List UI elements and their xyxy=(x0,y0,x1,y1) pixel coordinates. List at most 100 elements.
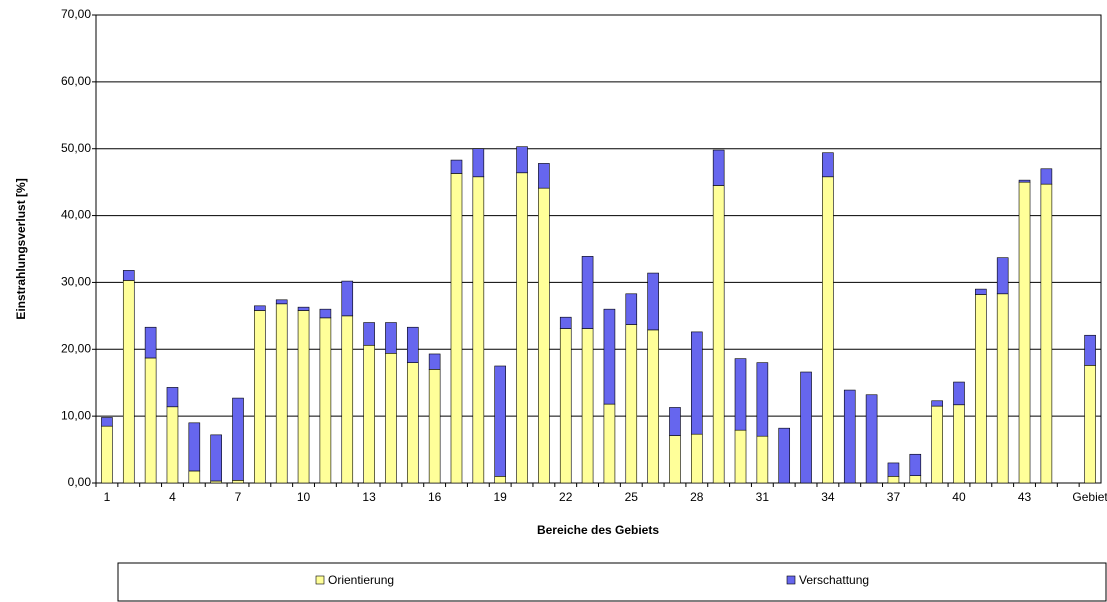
y-tick-label: 60,00 xyxy=(61,74,91,88)
bar-segment xyxy=(1040,168,1053,185)
bar-segment xyxy=(406,326,419,363)
bar-segment xyxy=(341,280,354,317)
y-tick-label: 0,00 xyxy=(68,475,92,489)
bar-segment xyxy=(494,365,506,477)
bar-segment xyxy=(363,344,375,484)
x-tick-label: 1 xyxy=(104,490,111,504)
plot-border xyxy=(95,14,1102,484)
bar-segment xyxy=(385,322,397,354)
bar-segment xyxy=(625,293,638,325)
x-tick-label: 28 xyxy=(690,490,704,504)
bar-segment xyxy=(1084,365,1096,484)
bar-segment xyxy=(406,362,419,484)
bar-segment xyxy=(1018,179,1031,183)
bar-segment xyxy=(887,476,900,484)
x-tick-label: 40 xyxy=(952,490,966,504)
y-tick-label: 10,00 xyxy=(61,408,91,422)
legend-label: Verschattung xyxy=(799,573,869,587)
bar-segment xyxy=(450,159,463,174)
bar-segment xyxy=(734,358,747,431)
bar-segment xyxy=(166,387,179,408)
bar-segment xyxy=(691,433,703,484)
bar-segment xyxy=(581,328,594,484)
x-tick-label: 31 xyxy=(756,490,770,504)
y-tick-label: 50,00 xyxy=(61,141,91,155)
bar-segment xyxy=(516,146,528,174)
bar-segment xyxy=(734,429,747,484)
x-axis-title: Bereiche des Gebiets xyxy=(537,523,659,537)
bar-segment xyxy=(559,316,572,329)
legend-swatch xyxy=(786,575,796,585)
bar-segment xyxy=(275,303,288,484)
bar-segment xyxy=(101,417,113,427)
y-tick-label: 30,00 xyxy=(61,275,91,289)
bar-segment xyxy=(669,435,681,484)
bar-segment xyxy=(363,322,375,346)
bar-segment xyxy=(625,324,638,484)
x-tick-label: Gebiet xyxy=(1072,490,1107,504)
y-tick-label: 40,00 xyxy=(61,208,91,222)
bar-segment xyxy=(319,308,332,319)
bar-segment xyxy=(210,434,222,482)
bar-segment xyxy=(144,326,157,359)
x-tick-label: 22 xyxy=(559,490,573,504)
bar-segment xyxy=(975,294,987,484)
x-tick-label: 37 xyxy=(887,490,901,504)
bar-segment xyxy=(538,163,550,189)
x-tick-label: 13 xyxy=(362,490,376,504)
bar-segment xyxy=(341,315,354,484)
bar-segment xyxy=(122,280,135,484)
bar-segment xyxy=(254,305,266,311)
bar-segment xyxy=(144,357,157,484)
bar-segment xyxy=(603,403,616,484)
bar-segment xyxy=(756,435,769,484)
bar-segment xyxy=(931,400,943,407)
bar-segment xyxy=(472,176,485,484)
bar-segment xyxy=(996,293,1009,484)
bar-segment xyxy=(931,405,943,484)
y-axis-title: Einstrahlungsverlust [%] xyxy=(14,178,28,319)
bar-segment xyxy=(712,149,725,186)
bar-segment xyxy=(603,308,616,405)
legend-label: Orientierung xyxy=(328,573,394,587)
bar-segment xyxy=(122,270,135,281)
bar-segment xyxy=(494,476,506,484)
bar-segment xyxy=(559,328,572,484)
bar-segment xyxy=(166,406,179,484)
bar-segment xyxy=(188,470,201,484)
bar-segment xyxy=(188,422,201,472)
y-tick-label: 70,00 xyxy=(61,7,91,21)
y-tick-label: 20,00 xyxy=(61,341,91,355)
bar-segment xyxy=(385,352,397,484)
bar-segment xyxy=(232,397,244,481)
bar-segment xyxy=(1018,181,1031,484)
bar-segment xyxy=(254,310,266,484)
bar-segment xyxy=(975,288,987,295)
bar-segment xyxy=(953,404,965,484)
bar-segment xyxy=(712,185,725,484)
bar-segment xyxy=(538,187,550,484)
x-tick-label: 7 xyxy=(235,490,242,504)
bar-segment xyxy=(581,256,594,329)
x-tick-label: 16 xyxy=(428,490,442,504)
bar-segment xyxy=(691,331,703,435)
bar-segment xyxy=(232,480,244,484)
bar-segment xyxy=(909,453,922,476)
bar-segment xyxy=(1040,183,1053,484)
legend-swatch xyxy=(315,575,325,585)
bar-segment xyxy=(275,299,288,305)
bar-segment xyxy=(428,369,441,484)
bar-segment xyxy=(756,362,769,437)
bar-segment xyxy=(800,371,812,484)
legend-box xyxy=(117,562,1107,602)
bar-segment xyxy=(647,272,659,331)
bar-segment xyxy=(822,152,834,178)
bar-segment xyxy=(909,475,922,484)
bar-segment xyxy=(843,389,856,484)
bar-segment xyxy=(428,353,441,370)
bar-segment xyxy=(865,394,878,484)
x-tick-label: 19 xyxy=(494,490,508,504)
bar-segment xyxy=(953,381,965,406)
x-tick-label: 25 xyxy=(625,490,639,504)
